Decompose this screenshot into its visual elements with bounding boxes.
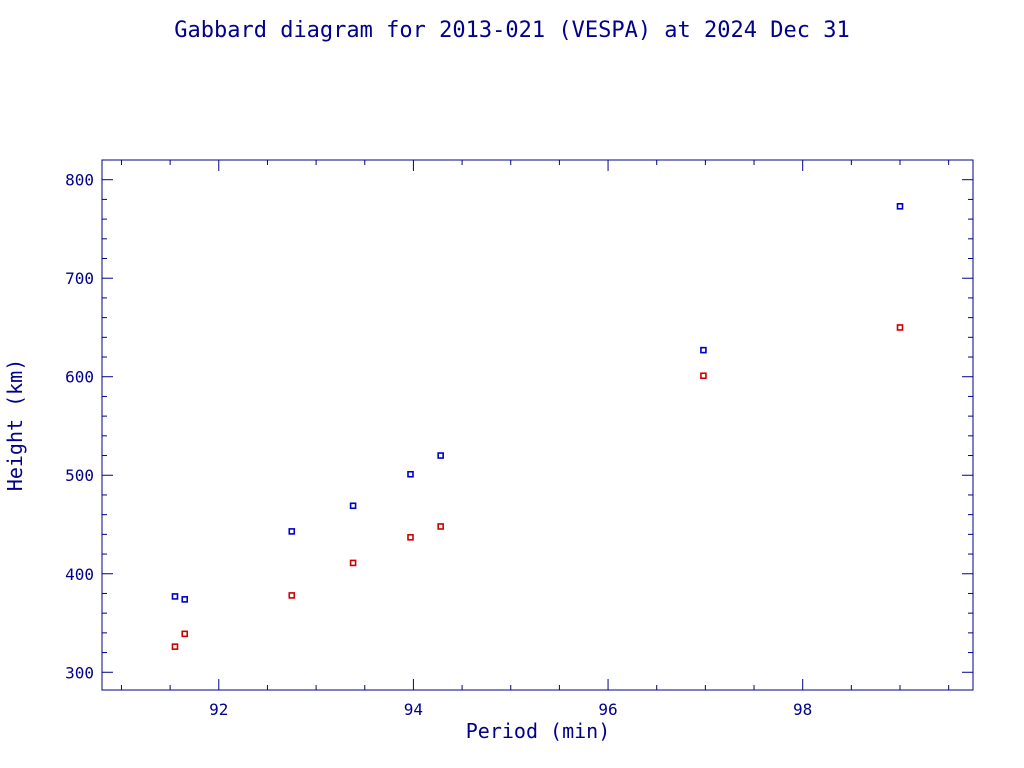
y-axis-label: Height (km) <box>3 359 27 491</box>
x-axis: 92 94 96 98 <box>120 160 950 719</box>
perigee-point <box>288 592 296 599</box>
apogee-point <box>171 593 179 600</box>
apogee-point <box>349 502 357 510</box>
y-tick-label: 500 <box>65 466 94 485</box>
y-axis: 300 400 500 600 700 800 <box>65 171 973 682</box>
perigee-point <box>896 324 904 331</box>
apogee-point <box>407 470 414 478</box>
x-tick-label: 92 <box>209 700 228 719</box>
x-tick-label: 98 <box>793 700 812 719</box>
apogee-point <box>700 346 707 354</box>
x-tick-label: 96 <box>598 700 617 719</box>
x-axis-label: Period (min) <box>466 719 611 743</box>
apogee-point <box>288 528 296 535</box>
perigee-point <box>349 559 357 567</box>
chart-title: Gabbard diagram for 2013-021 (VESPA) at … <box>174 18 850 43</box>
perigee-point <box>181 630 189 638</box>
data-points <box>171 203 904 650</box>
y-tick-label: 400 <box>65 565 94 584</box>
y-tick-label: 700 <box>65 269 94 288</box>
y-tick-label: 300 <box>65 663 94 682</box>
perigee-point <box>407 534 414 541</box>
y-tick-label: 800 <box>65 171 94 190</box>
x-tick-label: 94 <box>404 700 423 719</box>
perigee-point <box>700 372 707 380</box>
perigee-point <box>437 523 444 530</box>
perigee-point <box>171 643 179 650</box>
apogee-point <box>437 452 444 459</box>
apogee-point <box>896 203 904 210</box>
plot-frame <box>101 159 974 691</box>
y-tick-label: 600 <box>65 368 94 387</box>
apogee-point <box>181 596 189 603</box>
